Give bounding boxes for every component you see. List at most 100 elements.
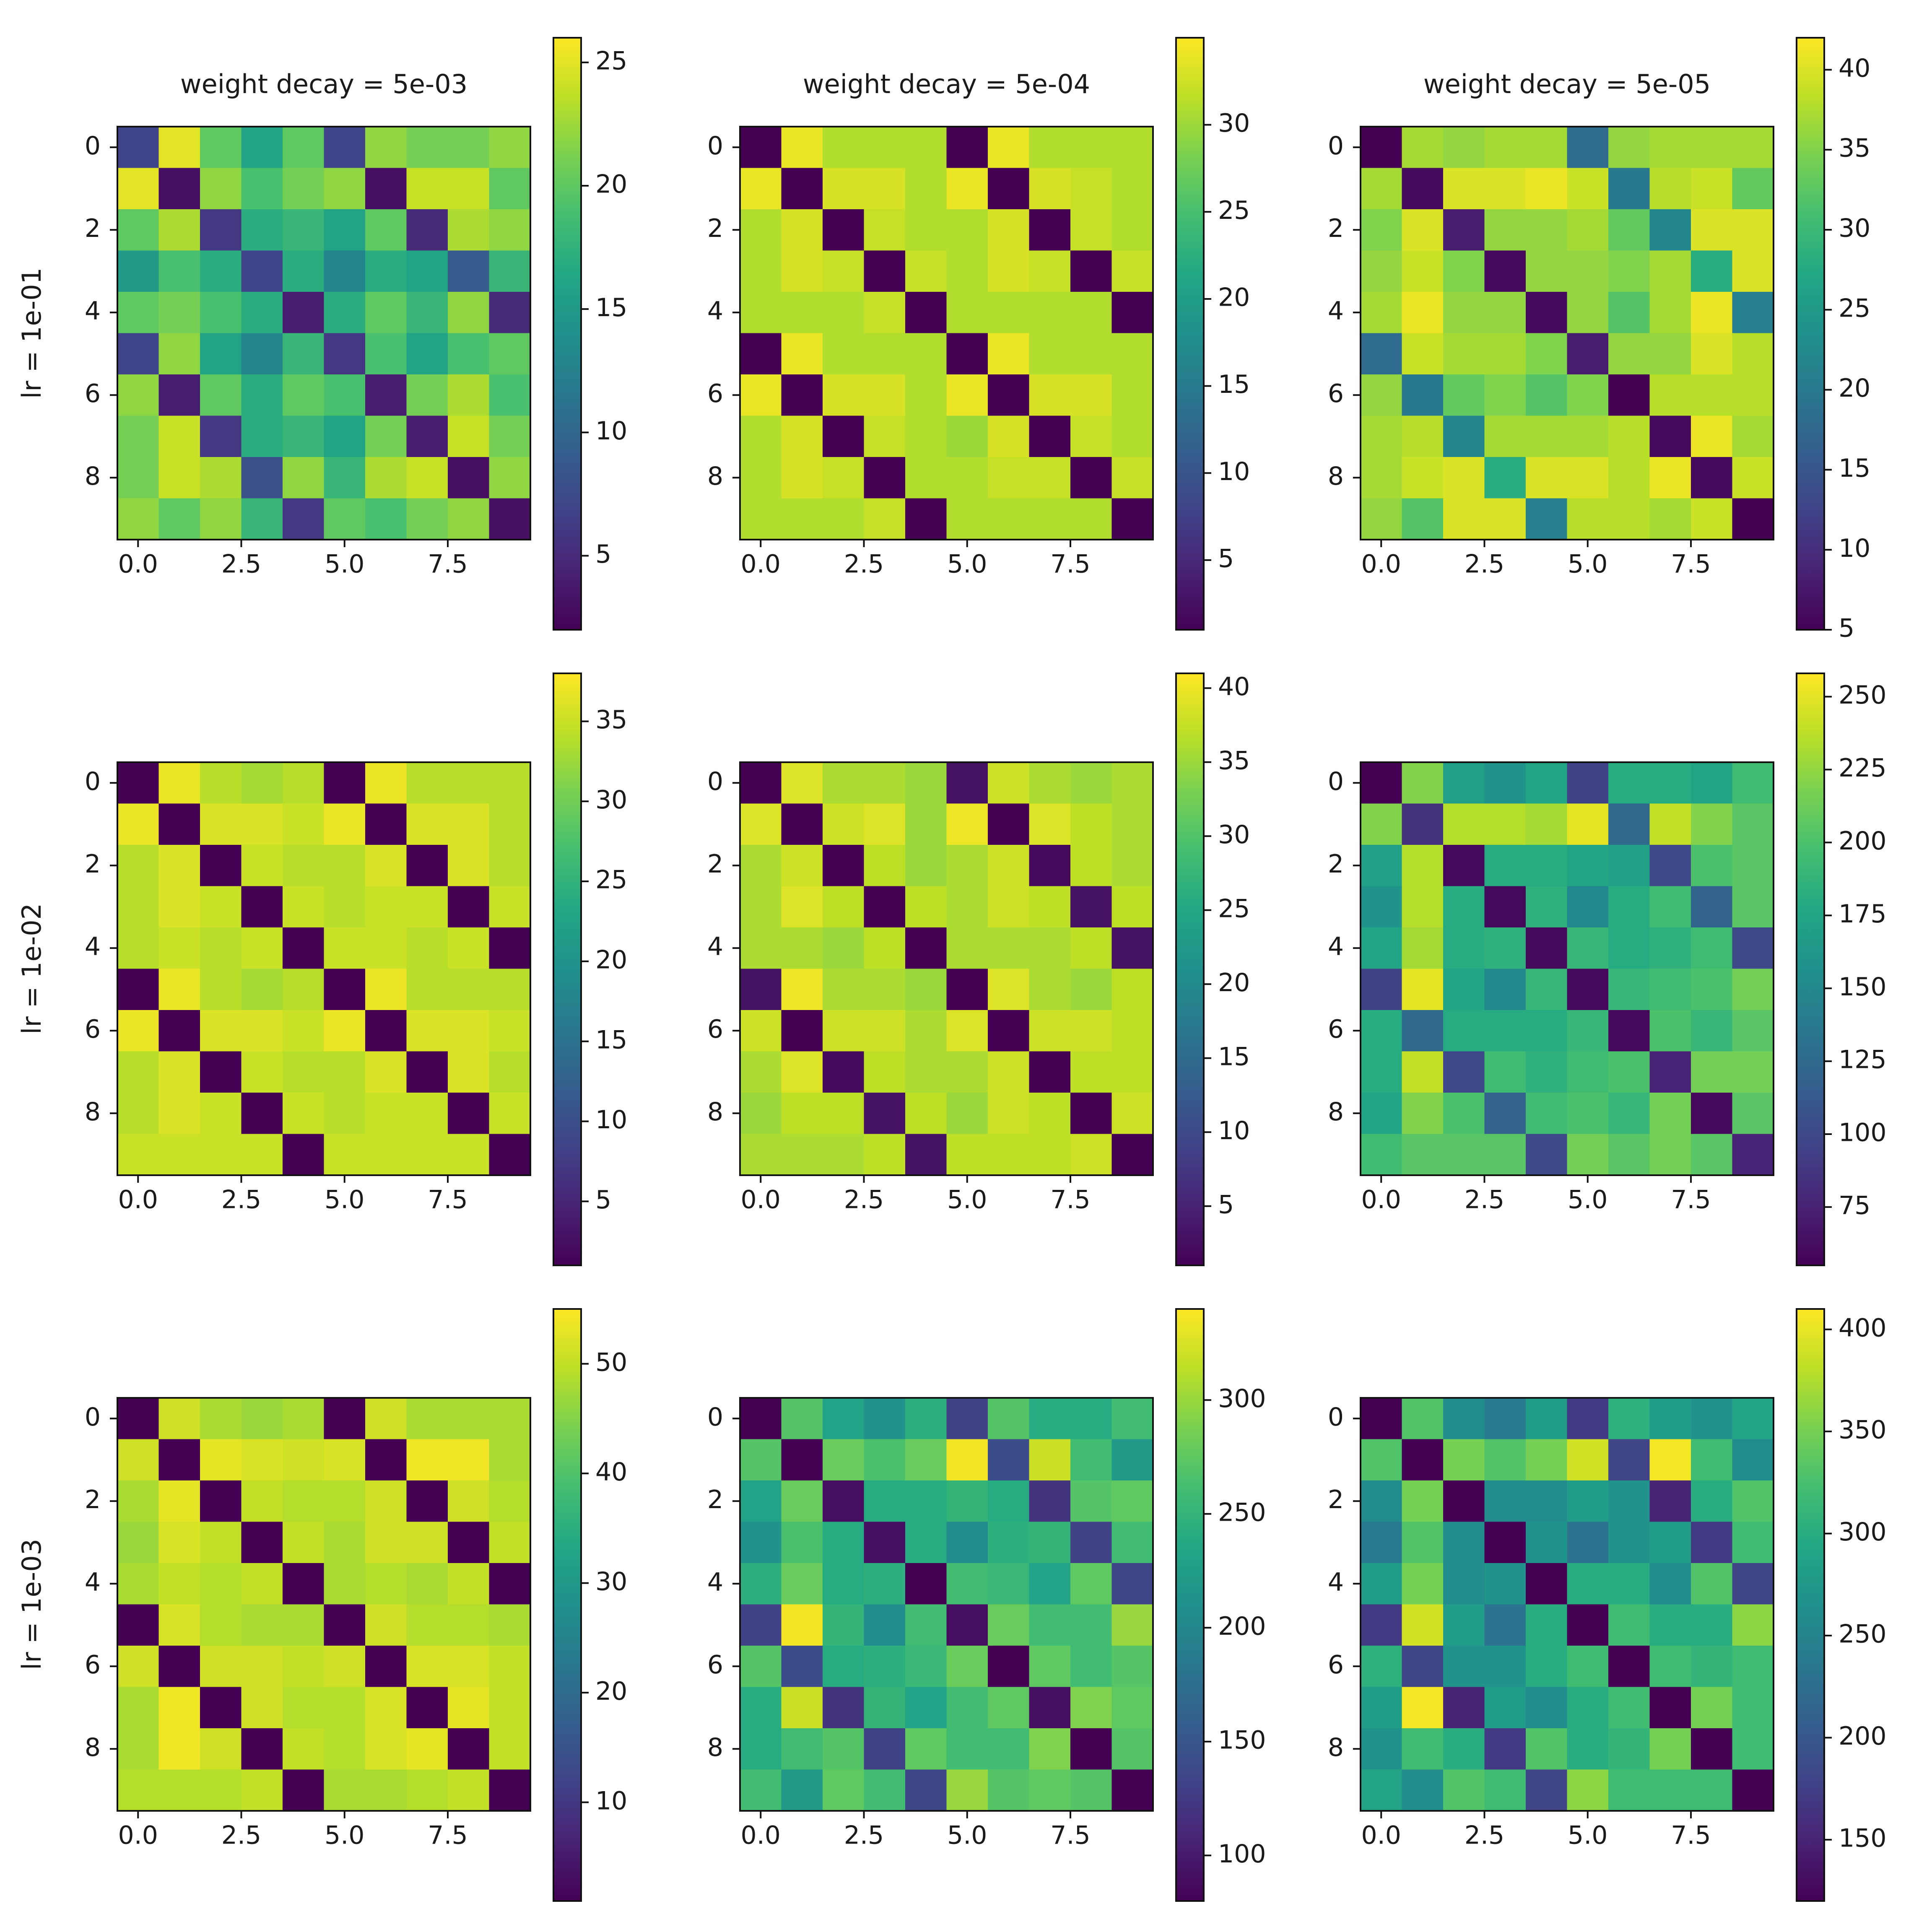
heatmap-cell — [1111, 250, 1153, 292]
heatmap-cell — [241, 415, 283, 457]
heatmap-cell — [283, 1010, 325, 1052]
heatmap-cell — [1732, 374, 1774, 416]
heatmap-cell — [1608, 1522, 1650, 1563]
heatmap-cell — [1484, 969, 1526, 1010]
heatmap-cell — [1608, 498, 1650, 540]
heatmap-cell — [781, 1687, 823, 1729]
heatmap-cell — [1608, 1728, 1650, 1770]
y-tick-label: 4 — [707, 1568, 723, 1597]
colorbar-frame — [1796, 37, 1825, 631]
heatmap-cell — [324, 292, 366, 334]
heatmap-cell — [988, 762, 1030, 804]
heatmap-cell — [283, 1769, 325, 1811]
heatmap-cell — [1691, 1480, 1733, 1522]
heatmap-cell — [1443, 886, 1485, 928]
heatmap-cell — [1649, 1093, 1691, 1135]
heatmap-cell — [324, 1439, 366, 1481]
heatmap-cell — [1070, 1398, 1112, 1440]
heatmap-cell — [740, 1687, 782, 1729]
heatmap-cell — [1526, 292, 1568, 334]
heatmap-cell — [1567, 292, 1609, 334]
heatmap-cell — [283, 1687, 325, 1729]
row-label: lr = 1e-01 — [16, 267, 47, 399]
heatmap-cell — [1608, 1439, 1650, 1481]
heatmap-cell — [117, 1439, 159, 1481]
heatmap-cell — [864, 1398, 906, 1440]
heatmap-cell — [1691, 209, 1733, 251]
heatmap-cell — [864, 969, 906, 1010]
heatmap-cell — [1484, 498, 1526, 540]
heatmap-cell — [781, 1051, 823, 1093]
y-tick-label: 2 — [85, 849, 101, 879]
heatmap-cell — [946, 333, 988, 375]
colorbar-tick-label: 35 — [595, 705, 627, 735]
colorbar-tick-label: 75 — [1839, 1191, 1870, 1220]
heatmap-cell — [946, 803, 988, 845]
heatmap-cell — [324, 1051, 366, 1093]
heatmap-cell — [823, 168, 865, 210]
heatmap-cell — [1111, 1687, 1153, 1729]
heatmap-cell — [1029, 1480, 1071, 1522]
heatmap-cell — [905, 1604, 947, 1646]
heatmap-cell — [946, 457, 988, 499]
heatmap-cell — [781, 1604, 823, 1646]
y-tick-label: 4 — [1328, 1568, 1344, 1597]
heatmap-cell — [200, 762, 242, 804]
heatmap-cell — [1111, 1439, 1153, 1481]
heatmap-cell — [1691, 168, 1733, 210]
heatmap-cell — [1443, 333, 1485, 375]
heatmap-cell — [241, 1439, 283, 1481]
heatmap-cell — [1029, 1522, 1071, 1563]
heatmap-cell — [988, 498, 1030, 540]
heatmap-cell — [241, 1051, 283, 1093]
heatmap-cell — [1070, 168, 1112, 210]
heatmap-cell — [1526, 333, 1568, 375]
heatmap-cell — [946, 1646, 988, 1688]
heatmap-cell — [823, 457, 865, 499]
heatmap-cell — [158, 1439, 200, 1481]
heatmap-cell — [781, 292, 823, 334]
heatmap-cell — [241, 374, 283, 416]
heatmap-cell — [1443, 1769, 1485, 1811]
heatmap-cell — [200, 886, 242, 928]
y-tick-label: 4 — [707, 932, 723, 961]
colorbar-tick-label: 5 — [595, 540, 611, 569]
colorbar-tick-label: 25 — [1218, 894, 1250, 923]
heatmap-cell — [1070, 969, 1112, 1010]
heatmap-cell — [283, 374, 325, 416]
heatmap-cell — [1484, 1687, 1526, 1729]
heatmap-cell — [448, 845, 490, 887]
heatmap-cell — [905, 1439, 947, 1481]
heatmap-cell — [158, 969, 200, 1010]
heatmap-cell — [988, 1134, 1030, 1176]
heatmap-cell — [1691, 1051, 1733, 1093]
heatmap-cell — [905, 457, 947, 499]
heatmap-cell — [1402, 292, 1444, 334]
heatmap-cell — [1567, 209, 1609, 251]
heatmap-cell — [1608, 1134, 1650, 1176]
heatmap-cell — [158, 1604, 200, 1646]
heatmap-cell — [241, 292, 283, 334]
colorbar-tick-label: 10 — [1218, 1116, 1250, 1145]
heatmap-cell — [1029, 209, 1071, 251]
heatmap-cell — [1070, 127, 1112, 169]
heatmap-cell — [1443, 498, 1485, 540]
heatmap-cell — [781, 127, 823, 169]
heatmap-cell — [1029, 250, 1071, 292]
heatmap-cell — [864, 1480, 906, 1522]
heatmap-cell — [1567, 886, 1609, 928]
heatmap-cell — [1029, 969, 1071, 1010]
heatmap-cell — [448, 1480, 490, 1522]
heatmap-cell — [1484, 415, 1526, 457]
heatmap-cell — [1732, 1563, 1774, 1605]
heatmap-cell — [283, 127, 325, 169]
heatmap-cell — [823, 1480, 865, 1522]
heatmap-cell — [489, 1687, 531, 1729]
heatmap-cell — [946, 1051, 988, 1093]
heatmap-cell — [1402, 803, 1444, 845]
heatmap-cell — [283, 457, 325, 499]
heatmap-cell — [1649, 1480, 1691, 1522]
heatmap-cell — [448, 1398, 490, 1440]
heatmap-cell — [1649, 333, 1691, 375]
heatmap-cell — [1402, 1728, 1444, 1770]
